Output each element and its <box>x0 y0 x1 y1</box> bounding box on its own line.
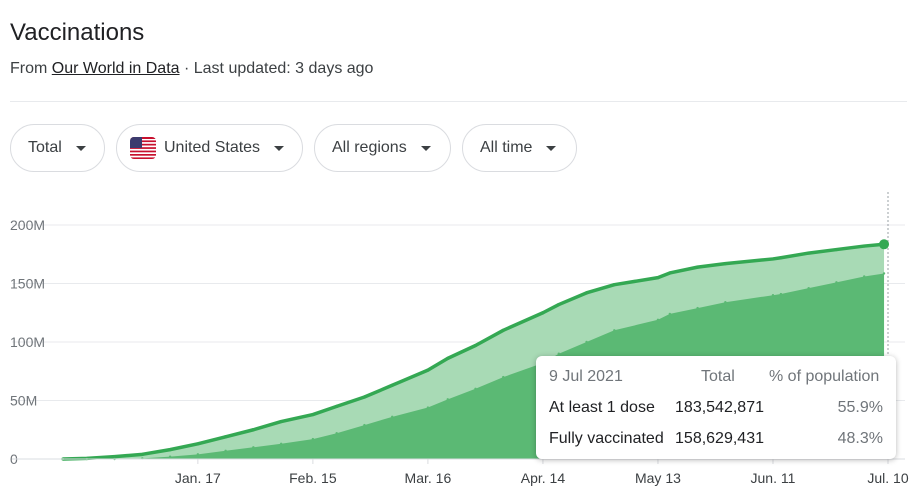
data-point-at-least-1-dose <box>584 291 589 295</box>
divider <box>10 101 907 102</box>
data-point-at-least-1-dose <box>362 395 367 399</box>
source-prefix: From <box>10 60 48 77</box>
data-point-at-least-1-dose <box>696 265 700 269</box>
data-point-at-least-1-dose <box>501 328 505 332</box>
data-point-fully-vaccinated <box>863 275 866 278</box>
data-point-fully-vaccinated <box>696 306 699 310</box>
time-range-dropdown-label: All time <box>480 139 533 156</box>
data-point-fully-vaccinated <box>656 318 660 321</box>
data-point-at-least-1-dose <box>224 435 228 439</box>
data-point-at-least-1-dose <box>779 256 783 260</box>
y-tick-label: 150M <box>10 276 45 292</box>
data-point-at-least-1-dose <box>140 452 144 456</box>
data-point-fully-vaccinated <box>557 352 560 355</box>
x-tick-label: Jul. 10 <box>867 470 908 486</box>
data-point-at-least-1-dose <box>311 412 315 417</box>
y-tick-label: 100M <box>10 334 45 350</box>
tooltip-row-total: 183,542,871 <box>675 399 764 416</box>
metric-dropdown[interactable]: Total <box>10 124 105 172</box>
data-point-at-least-1-dose <box>335 404 339 408</box>
data-point-fully-vaccinated <box>668 312 672 316</box>
time-range-dropdown[interactable]: All time <box>462 124 577 172</box>
us-flag-icon <box>130 137 156 159</box>
data-point-fully-vaccinated <box>224 449 227 453</box>
x-tick-label: Feb. 15 <box>289 470 337 486</box>
source-line: From Our World in Data · Last updated: 3… <box>10 60 373 78</box>
x-tick-label: Apr. 14 <box>521 470 566 486</box>
last-updated: · Last updated: 3 days ago <box>183 60 374 77</box>
x-tick-label: May 13 <box>635 470 681 486</box>
data-point-at-least-1-dose <box>112 455 117 459</box>
data-point-fully-vaccinated <box>585 340 588 344</box>
tooltip-row-pct: 48.3% <box>837 430 883 447</box>
x-tick-label: Jan. 17 <box>175 470 221 486</box>
data-point-fully-vaccinated <box>335 432 338 435</box>
y-tick-label: 50M <box>10 393 37 409</box>
tooltip-row-label: Fully vaccinated <box>549 430 664 447</box>
data-point-fully-vaccinated <box>279 442 283 445</box>
data-point-at-least-1-dose <box>612 283 616 287</box>
data-point-at-least-1-dose <box>251 428 255 432</box>
data-point-fully-vaccinated <box>613 329 616 332</box>
data-point-at-least-1-dose <box>541 311 545 315</box>
data-point-fully-vaccinated <box>882 272 886 275</box>
data-point-at-least-1-dose <box>771 257 775 261</box>
chevron-down-icon <box>420 145 431 151</box>
y-tick-label: 200M <box>10 217 45 233</box>
data-point-fully-vaccinated <box>196 453 200 456</box>
chart-tooltip: 9 Jul 2021 Total % of population At leas… <box>536 356 896 459</box>
data-point-at-least-1-dose <box>557 302 561 307</box>
data-point-at-least-1-dose <box>196 442 200 446</box>
tooltip-row-pct: 55.9% <box>837 399 883 416</box>
data-point-fully-vaccinated <box>391 415 394 419</box>
chevron-down-icon <box>274 145 285 151</box>
data-point-at-least-1-dose <box>656 276 660 280</box>
data-point-fully-vaccinated <box>363 423 366 427</box>
tooltip-col-total: Total <box>701 368 735 385</box>
data-point-at-least-1-dose <box>834 247 839 252</box>
source-link[interactable]: Our World in Data <box>51 60 180 77</box>
page-title: Vaccinations <box>10 19 145 46</box>
data-point-fully-vaccinated <box>474 387 477 390</box>
data-point-fully-vaccinated <box>724 301 727 304</box>
chevron-down-icon <box>75 145 86 151</box>
data-point-at-least-1-dose <box>168 448 172 452</box>
tooltip-row-total: 158,629,431 <box>675 430 764 447</box>
data-point-fully-vaccinated <box>446 398 449 401</box>
tooltip-row-label: At least 1 dose <box>549 399 655 416</box>
country-dropdown-label: United States <box>164 139 261 156</box>
data-point-fully-vaccinated <box>779 292 783 296</box>
data-point-fully-vaccinated <box>807 286 810 290</box>
x-tick-label: Mar. 16 <box>405 470 452 486</box>
data-point-at-least-1-dose <box>807 251 811 255</box>
data-point-fully-vaccinated <box>835 281 838 284</box>
data-point-fully-vaccinated <box>771 294 775 297</box>
data-point-fully-vaccinated <box>168 455 172 458</box>
tooltip-date: 9 Jul 2021 <box>549 368 623 385</box>
data-point-at-least-1-dose <box>279 419 283 424</box>
data-point-at-least-1-dose <box>390 383 394 387</box>
data-point-fully-vaccinated <box>502 375 505 379</box>
chevron-down-icon <box>546 145 557 151</box>
data-point-at-least-1-dose <box>426 368 430 372</box>
data-point-at-least-1-dose <box>446 356 450 360</box>
data-point-at-least-1-dose <box>723 262 727 266</box>
x-tick-label: Jun. 11 <box>751 470 796 486</box>
data-point-fully-vaccinated <box>426 406 430 409</box>
data-point-fully-vaccinated <box>311 437 315 441</box>
data-point-at-least-1-dose <box>668 271 672 275</box>
data-point-at-least-1-dose <box>862 244 866 248</box>
region-dropdown[interactable]: All regions <box>314 124 451 172</box>
tooltip-col-pct: % of population <box>769 368 880 385</box>
data-point-fully-vaccinated <box>252 446 255 449</box>
data-point-at-least-1-dose <box>473 343 478 348</box>
region-dropdown-label: All regions <box>332 139 407 156</box>
hover-point <box>879 239 890 250</box>
country-dropdown[interactable]: United States <box>116 124 303 172</box>
metric-dropdown-label: Total <box>28 139 62 156</box>
